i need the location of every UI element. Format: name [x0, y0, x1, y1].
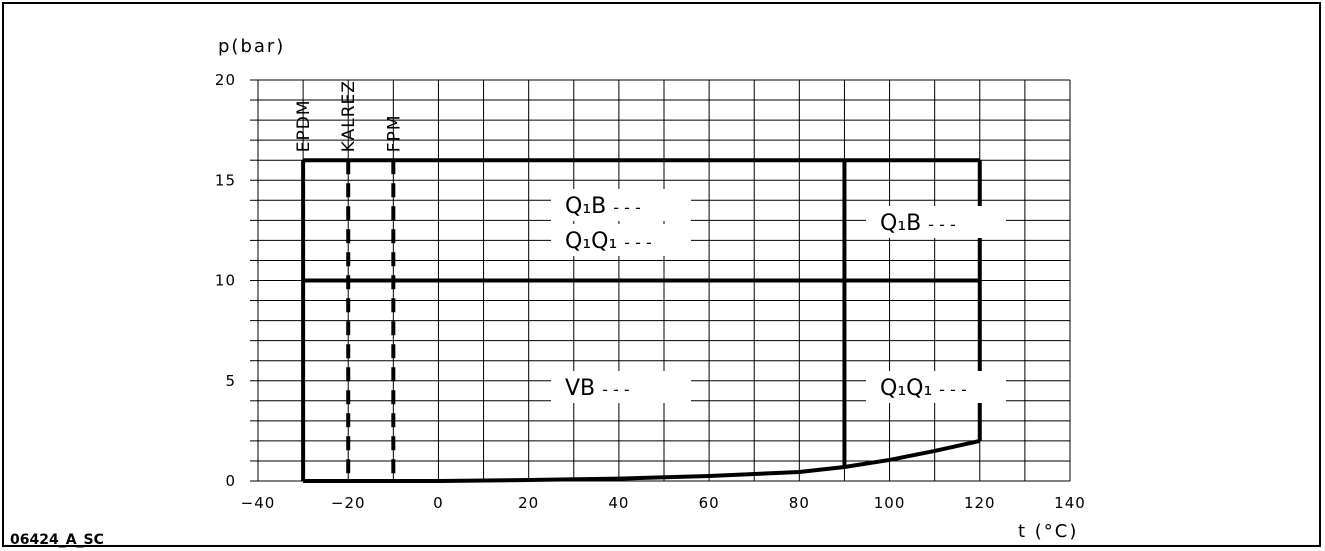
- region-label: Q₁B - - -: [565, 194, 641, 219]
- region-label-suffix: - - -: [613, 198, 641, 217]
- chart-lines: EPDM KALREZ FPM: [294, 80, 982, 483]
- region-label-suffix: - - -: [939, 380, 967, 399]
- limit-label-epdm: EPDM: [294, 99, 314, 152]
- y-axis-label: p(bar): [218, 36, 285, 57]
- region-label-bg: [551, 224, 691, 256]
- x-tick-label: 0: [433, 494, 444, 512]
- limit-label-kalrez: KALREZ: [339, 80, 359, 152]
- limit-label-fpm: FPM: [384, 114, 404, 152]
- y-tick-label: 5: [225, 372, 236, 390]
- x-tick-label: 100: [874, 494, 906, 512]
- x-tick-label: 80: [789, 494, 810, 512]
- region-label-bg: [866, 371, 1006, 403]
- x-tick-label: 40: [608, 494, 629, 512]
- x-tick-label: 20: [518, 494, 539, 512]
- region-label-suffix: - - -: [602, 380, 630, 399]
- region-label: VB - - -: [565, 376, 630, 401]
- region-label: Q₁Q₁ - - -: [565, 229, 652, 254]
- region-label-bg: [551, 371, 691, 403]
- region-label: Q₁Q₁ - - -: [880, 376, 967, 401]
- region-label-bg: [866, 206, 1006, 238]
- x-axis-label: t (°C): [1018, 521, 1078, 542]
- y-tick-label: 10: [215, 272, 236, 290]
- figure-reference: 06424_A_SC: [10, 532, 104, 548]
- region-label-bg: [551, 189, 691, 221]
- x-tick-label: −40: [241, 494, 276, 512]
- region-label-suffix: - - -: [928, 215, 956, 234]
- x-tick-label: 140: [1054, 494, 1086, 512]
- tick-labels: −40 −20 0 20 40 60 80 100 120 140 0 5 10 15 20: [215, 71, 1086, 512]
- x-tick-label: −20: [331, 494, 366, 512]
- y-tick-label: 15: [215, 171, 236, 189]
- x-tick-label: 60: [699, 494, 720, 512]
- region-labels: Q₁B - - - Q₁Q₁ - - - Q₁B - - - VB - - - Q₁Q₁…: [551, 189, 1006, 403]
- x-tick-label: 120: [964, 494, 996, 512]
- series-line-5: [303, 438, 981, 483]
- region-label: Q₁B - - -: [880, 211, 956, 236]
- region-label-suffix: - - -: [624, 233, 652, 252]
- y-tick-label: 0: [225, 472, 236, 490]
- y-tick-label: 20: [215, 71, 236, 89]
